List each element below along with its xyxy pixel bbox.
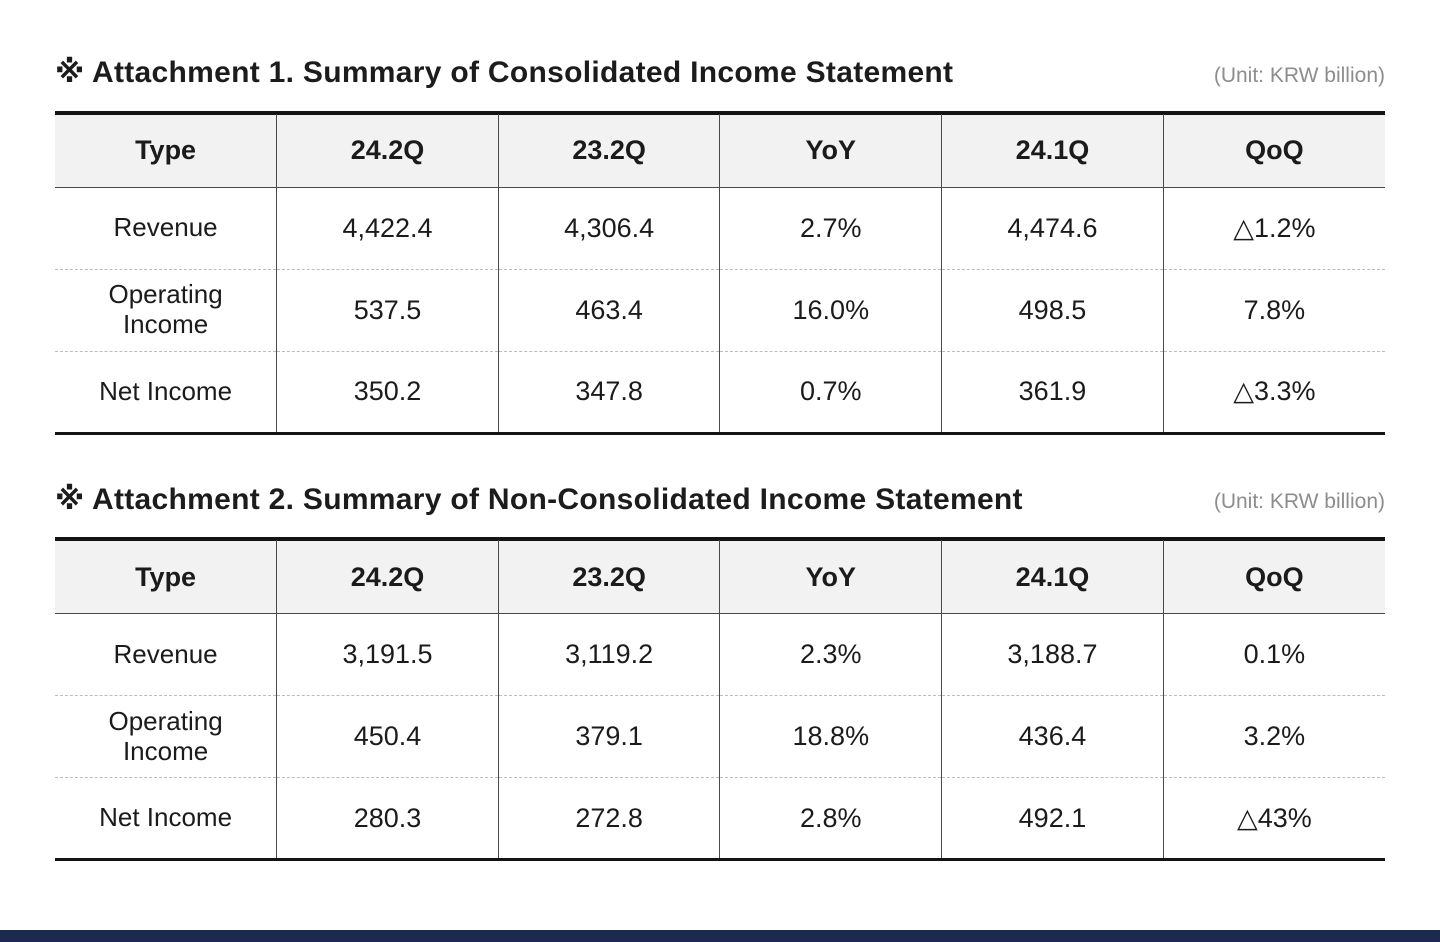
- footer-accent-bar: [0, 930, 1440, 942]
- table-cell: 4,306.4: [497, 187, 720, 270]
- table-cell: 3,188.7: [941, 613, 1164, 696]
- table-row: Net Income 280.3 272.8 2.8% 492.1 △43%: [55, 777, 1385, 860]
- attachment-2-section: ※ Attachment 2. Summary of Non-Consolida…: [55, 483, 1385, 861]
- table-cell: 347.8: [497, 351, 720, 433]
- table-cell: 436.4: [941, 695, 1164, 778]
- column-header-24-1q: 24.1Q: [941, 540, 1164, 614]
- table-cell: 379.1: [497, 695, 720, 778]
- column-header-type: Type: [55, 540, 277, 614]
- row-label: Net Income: [99, 802, 233, 833]
- table-cell: 350.2: [276, 351, 499, 433]
- table-cell: 3,119.2: [497, 613, 720, 696]
- column-header-23-2q: 23.2Q: [497, 114, 720, 188]
- table-cell: 272.8: [497, 777, 720, 860]
- table-row: Operating Income 450.4 379.1 18.8% 436.4 3.2%: [55, 695, 1385, 778]
- table-cell: 463.4: [497, 269, 720, 352]
- table-cell: 361.9: [941, 351, 1164, 433]
- row-label: Revenue: [55, 187, 277, 270]
- table-cell: 3.2%: [1162, 695, 1385, 778]
- table-top-rule: [55, 537, 1385, 540]
- column-header-24-2q: 24.2Q: [276, 540, 499, 614]
- table-cell: 2.3%: [719, 613, 942, 696]
- table-top-rule: [55, 110, 1385, 114]
- column-header-yoy: YoY: [719, 540, 942, 614]
- attachment-2-header: ※ Attachment 2. Summary of Non-Consolida…: [55, 483, 1385, 518]
- non-consolidated-income-table: Type 24.2Q 23.2Q YoY 24.1Q QoQ Revenue 3,191.5 3…: [55, 540, 1385, 861]
- column-header-qoq: QoQ: [1162, 540, 1385, 614]
- table-cell: 18.8%: [719, 695, 942, 778]
- table-cell: 2.7%: [719, 187, 942, 270]
- table-row: Revenue 4,422.4 4,306.4 2.7% 4,474.6 △1.2%: [55, 187, 1385, 270]
- column-header-type: Type: [55, 114, 277, 188]
- column-header-yoy: YoY: [719, 114, 942, 188]
- column-header-24-1q: 24.1Q: [941, 114, 1164, 188]
- table-cell: 280.3: [276, 777, 499, 860]
- table-cell: 0.1%: [1162, 613, 1385, 696]
- header-row: Type 24.2Q 23.2Q YoY 24.1Q QoQ: [55, 114, 1385, 188]
- table-row: Operating Income 537.5 463.4 16.0% 498.5 7.8%: [55, 269, 1385, 352]
- attachment-2-unit-label: (Unit: KRW billion): [1213, 490, 1385, 513]
- attachment-1-title: ※ Attachment 1. Summary of Consolidated …: [55, 56, 954, 89]
- attachment-1-section: ※ Attachment 1. Summary of Consolidated …: [55, 56, 1385, 435]
- table-cell: △1.2%: [1162, 187, 1385, 270]
- page-content: ※ Attachment 1. Summary of Consolidated …: [55, 56, 1385, 861]
- table-cell: 4,422.4: [276, 187, 499, 270]
- table-cell: 450.4: [276, 695, 499, 778]
- table-cell: △3.3%: [1162, 351, 1385, 433]
- column-header-24-2q: 24.2Q: [276, 114, 499, 188]
- table-cell: 3,191.5: [276, 613, 499, 696]
- table-row: Revenue 3,191.5 3,119.2 2.3% 3,188.7 0.1%: [55, 613, 1385, 696]
- table-cell: 498.5: [941, 269, 1164, 352]
- table-cell: 4,474.6: [941, 187, 1164, 270]
- table-row: Net Income 350.2 347.8 0.7% 361.9 △3.3%: [55, 351, 1385, 433]
- row-label: Revenue: [55, 613, 277, 696]
- table-cell: 0.7%: [719, 351, 942, 433]
- attachment-1-unit-label: (Unit: KRW billion): [1213, 63, 1385, 87]
- row-label: Net Income: [99, 375, 233, 406]
- consolidated-income-table: Type 24.2Q 23.2Q YoY 24.1Q QoQ Revenue 4,422.4 4…: [55, 113, 1385, 435]
- table-cell: 2.8%: [719, 777, 942, 860]
- table-cell: 16.0%: [719, 269, 942, 352]
- attachment-1-header: ※ Attachment 1. Summary of Consolidated …: [55, 56, 1385, 91]
- column-header-23-2q: 23.2Q: [497, 540, 720, 614]
- column-header-qoq: QoQ: [1162, 114, 1385, 188]
- header-row: Type 24.2Q 23.2Q YoY 24.1Q QoQ: [55, 540, 1385, 614]
- table-cell: 492.1: [941, 777, 1164, 860]
- table-cell: 537.5: [276, 269, 499, 352]
- table-cell: 7.8%: [1162, 269, 1385, 352]
- attachment-2-title: ※ Attachment 2. Summary of Non-Consolida…: [55, 482, 1023, 516]
- table-cell: △43%: [1162, 777, 1385, 860]
- row-label: Operating Income: [55, 695, 277, 778]
- row-label: Operating Income: [55, 269, 277, 352]
